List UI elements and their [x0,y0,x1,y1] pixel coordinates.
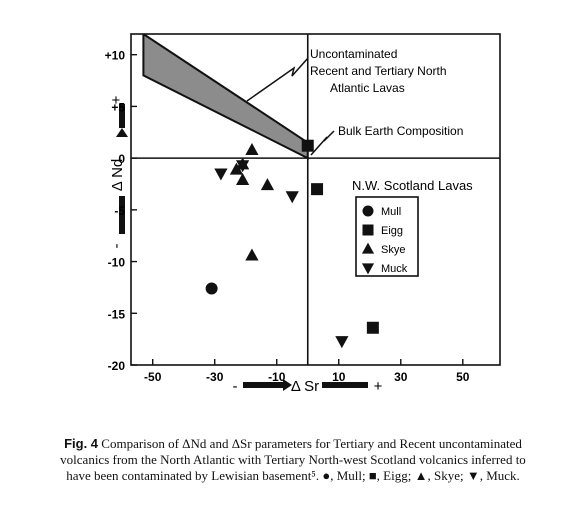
figure-caption-text: Comparison of ΔNd and ΔSr parameters for… [60,436,526,483]
y-tick-label: 0 [118,152,125,166]
point-skye [229,162,244,175]
x-axis-minus-sign: - [233,378,238,395]
y-axis-plus-sign: + [108,95,125,104]
x-tick-label: -10 [268,370,286,384]
legend-marker-skye [361,242,375,254]
data-points [205,139,379,349]
figure-caption: Fig. 4 Comparison of ΔNd and ΔSr paramet… [58,436,528,484]
legend-title: N.W. Scotland Lavas [352,178,473,193]
y-axis-arrow-up [116,128,128,137]
point-muck [285,191,299,204]
point-skye [245,142,259,155]
x-axis-plus-sign: + [374,378,383,395]
plot-frame [130,33,501,366]
x-tick-label: 50 [456,370,470,384]
legend-label-muck: Muck [381,263,408,275]
scatter-chart: +10 +5 0 -5 -10 -15 -20 -50 -30 -10 10 30 50 Unconta… [105,33,501,395]
x-tick-label: -50 [144,370,162,384]
point-eigg [366,321,379,334]
point-eigg [311,183,324,196]
lava-field-band [142,34,309,160]
x-axis-bar-right [322,382,368,388]
point-mull [205,282,218,295]
x-axis-arrow-right [283,379,292,391]
field-leader-line [246,57,309,102]
x-tick-label: 30 [394,370,408,384]
y-tick-label: -10 [108,256,126,270]
bulk-earth-label: Bulk Earth Composition [338,124,463,138]
point-muck [214,168,228,181]
y-tick-label: -20 [108,359,126,373]
y-tick-label: -5 [114,204,125,218]
axes [116,33,501,391]
point-skye [236,172,250,185]
x-axis-bar-left [243,382,283,388]
point-skye [245,248,259,261]
point-muck [335,336,349,349]
legend-marker-mull [362,205,374,217]
y-axis-bar-top [119,104,125,128]
legend-marker-eigg [362,224,374,236]
field-label-line-2: Recent and Tertiary North [310,64,447,78]
field-label-line-1: Uncontaminated [310,47,397,61]
legend-label-skye: Skye [381,244,405,256]
field-band [142,34,309,160]
figure-label: Fig. 4 [64,436,99,451]
y-tick-label: +10 [105,49,126,63]
legend: Mull Eigg Skye Muck [355,196,419,277]
x-tick-label: -30 [206,370,224,384]
legend-label-eigg: Eigg [381,225,403,237]
y-tick-label: +5 [111,100,125,114]
annotations: Uncontaminated Recent and Tertiary North… [108,47,473,395]
field-label-line-3: Atlantic Lavas [330,81,405,95]
tick-labels: +10 +5 0 -5 -10 -15 -20 -50 -30 -10 10 30 50 [105,49,470,384]
y-axis-minus-sign: - [108,244,125,249]
legend-label-mull: Mull [381,206,401,218]
y-tick-label: -15 [108,307,126,321]
x-axis-title: Δ Sr [291,378,319,395]
x-tick-label: 10 [332,370,346,384]
y-axis-bar-bottom [119,196,125,234]
point-muck [236,160,250,173]
legend-marker-muck [361,263,375,275]
bulk-earth-leader-line [310,130,335,156]
point-eigg [301,139,314,152]
y-axis-title: Δ Nd [109,159,126,192]
point-skye [260,178,275,191]
